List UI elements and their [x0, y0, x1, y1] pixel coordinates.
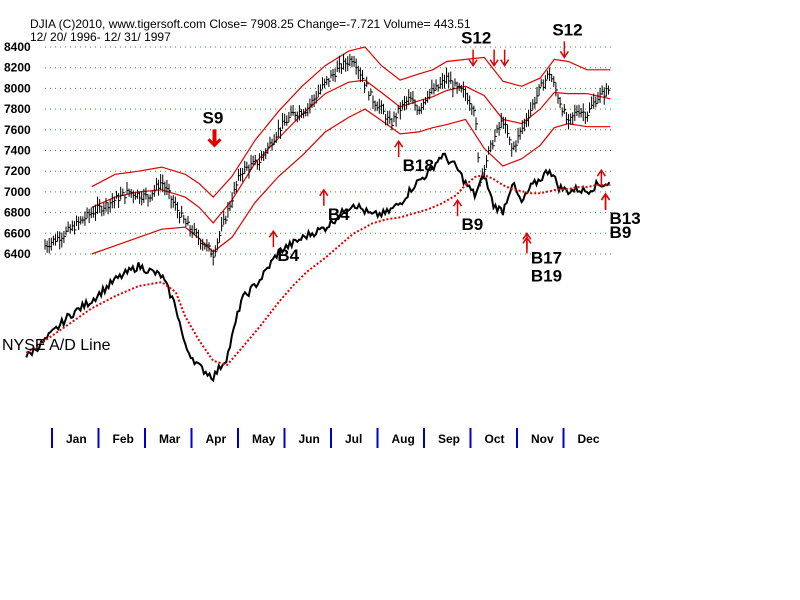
month-label: Aug — [392, 432, 415, 446]
ad-line-group — [25, 152, 611, 383]
month-label: Jan — [66, 432, 87, 446]
signal-label: B13 — [610, 209, 641, 228]
upper-band — [91, 46, 611, 198]
signal-arrowhead — [268, 229, 278, 238]
signal-label: S12 — [461, 29, 491, 48]
signal-arrowhead — [596, 168, 606, 177]
y-tick-label: 6600 — [4, 226, 31, 240]
signal-label: B19 — [531, 266, 562, 285]
signal-arrowhead — [207, 138, 222, 148]
month-label: Apr — [206, 432, 227, 446]
chart-header-line2: 12/ 20/ 1996- 12/ 31/ 1997 — [30, 30, 171, 44]
signal-label: B4 — [277, 246, 299, 265]
signal-arrowhead — [468, 59, 478, 67]
signal-arrowhead — [394, 139, 404, 148]
month-label: Nov — [531, 432, 554, 446]
signal-label: B9 — [462, 215, 484, 234]
chart-header-line1: DJIA (C)2010, www.tigersoft.com Close= 7… — [30, 17, 471, 31]
month-axis: Jan Feb Mar Apr May Jun Jul Aug Sep Oct Nov Dec — [51, 428, 600, 448]
month-label: May — [252, 432, 276, 446]
signal-arrowhead — [452, 198, 463, 207]
y-tick-label: 7800 — [4, 102, 31, 116]
y-tick-label: 7000 — [4, 185, 31, 199]
price-bars — [44, 53, 611, 266]
month-label: Mar — [159, 432, 181, 446]
y-tick-label: 7200 — [4, 164, 31, 178]
signal-arrowhead — [522, 231, 532, 240]
signal-label: B17 — [531, 248, 562, 267]
month-label: Dec — [578, 432, 600, 446]
month-label: Oct — [485, 432, 505, 446]
signal-arrowhead — [559, 50, 569, 59]
month-label: Jun — [299, 432, 320, 446]
signal-label: B18 — [403, 156, 434, 175]
ad-line-moving-average — [25, 173, 611, 367]
grid — [45, 46, 615, 255]
signal-arrowhead — [600, 192, 611, 201]
y-tick-label: 6800 — [4, 206, 31, 220]
y-tick-label: 6400 — [4, 247, 31, 261]
signal-label: S12 — [552, 20, 582, 39]
signal-label: B9 — [610, 223, 632, 242]
y-tick-label: 8400 — [4, 40, 31, 54]
month-label: Sep — [438, 432, 460, 446]
signal-arrowhead — [500, 59, 510, 67]
y-axis-ticks: 6400 6600 6800 7000 7200 7400 7600 7800 8000 8200… — [4, 40, 31, 261]
y-tick-label: 8000 — [4, 81, 31, 95]
y-tick-label: 8200 — [4, 61, 31, 75]
middle-band — [91, 79, 611, 224]
signal-arrowhead — [489, 59, 499, 67]
ad-line-label: NYSE A/D Line — [2, 337, 111, 354]
month-label: Feb — [113, 432, 134, 446]
ad-line — [25, 152, 611, 383]
month-label: Jul — [345, 432, 362, 446]
signal-arrowhead — [522, 236, 532, 244]
signal-label: S9 — [202, 108, 223, 127]
signal-arrowhead — [319, 188, 329, 197]
y-tick-label: 7600 — [4, 123, 31, 137]
signal-label: B4 — [328, 205, 350, 224]
y-tick-label: 7400 — [4, 144, 31, 158]
